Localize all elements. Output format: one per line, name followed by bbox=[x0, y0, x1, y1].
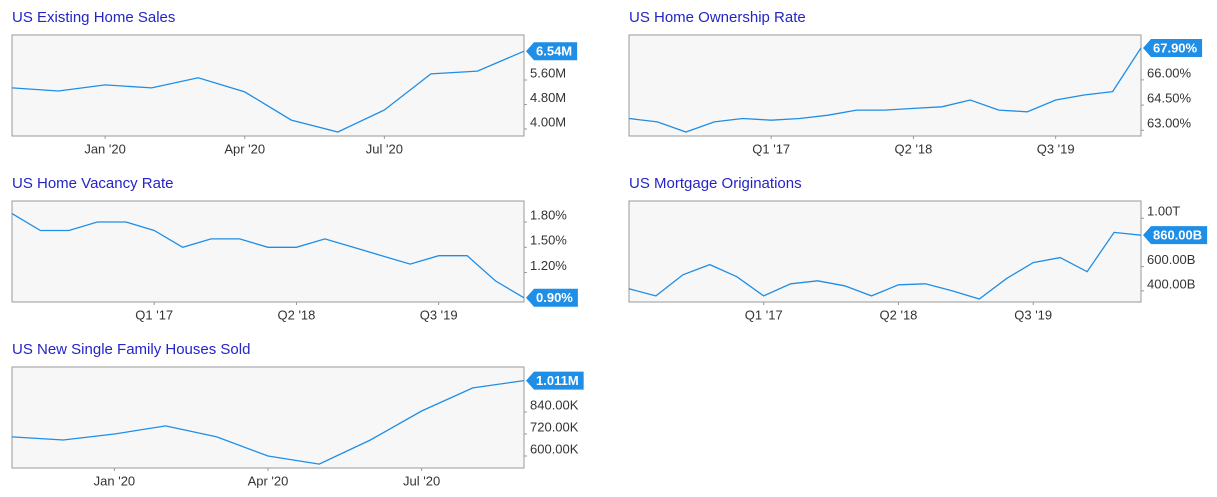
x-tick-label: Q1 '17 bbox=[745, 307, 783, 322]
y-tick-label: 5.60M bbox=[530, 65, 566, 80]
value-badge bbox=[526, 288, 578, 307]
x-tick-label: Q1 '17 bbox=[135, 307, 173, 322]
x-tick-label: Q2 '18 bbox=[277, 307, 315, 322]
x-tick-label: Q3 '19 bbox=[1037, 141, 1075, 156]
y-tick-label: 720.00K bbox=[530, 419, 579, 434]
y-tick-label: 1.80% bbox=[530, 207, 567, 222]
plot-area bbox=[628, 200, 1142, 303]
x-tick-label: Q3 '19 bbox=[1014, 307, 1052, 322]
y-tick-label: 63.00% bbox=[1147, 116, 1192, 131]
y-tick-label: 64.50% bbox=[1147, 91, 1192, 106]
y-tick-label: 840.00K bbox=[530, 397, 579, 412]
y-tick-label: 1.00T bbox=[1147, 204, 1180, 219]
value-badge bbox=[526, 42, 578, 61]
value-badge bbox=[526, 371, 584, 390]
y-tick-label: 4.80M bbox=[530, 90, 566, 105]
plot-area bbox=[11, 366, 525, 469]
chart-title[interactable]: US Mortgage Originations bbox=[629, 175, 802, 192]
value-label: 860.00B bbox=[1153, 228, 1202, 243]
plot-area bbox=[11, 34, 525, 137]
x-tick-label: Jan '20 bbox=[94, 473, 136, 488]
x-tick-label: Apr '20 bbox=[224, 141, 265, 156]
x-tick-label: Jan '20 bbox=[84, 141, 126, 156]
line bbox=[11, 213, 525, 299]
plot-area bbox=[11, 200, 525, 303]
chart-title[interactable]: US Home Vacancy Rate bbox=[12, 175, 173, 192]
x-tick-label: Q2 '18 bbox=[894, 141, 932, 156]
y-tick-label: 4.00M bbox=[530, 114, 566, 129]
x-tick-label: Jul '20 bbox=[403, 473, 440, 488]
chart-title[interactable]: US Existing Home Sales bbox=[12, 9, 175, 26]
x-tick-label: Q2 '18 bbox=[880, 307, 918, 322]
y-tick-label: 600.00K bbox=[530, 441, 579, 456]
value-label: 67.90% bbox=[1153, 40, 1198, 55]
value-badge bbox=[1143, 38, 1203, 57]
x-tick-label: Jul '20 bbox=[366, 141, 403, 156]
plot-area bbox=[628, 34, 1142, 137]
x-tick-label: Q1 '17 bbox=[752, 141, 790, 156]
chart-title[interactable]: US Home Ownership Rate bbox=[629, 9, 806, 26]
x-tick-label: Q3 '19 bbox=[420, 307, 458, 322]
chart-title[interactable]: US New Single Family Houses Sold bbox=[12, 341, 250, 358]
y-tick-label: 1.20% bbox=[530, 258, 567, 273]
value-label: 0.90% bbox=[536, 290, 573, 305]
y-tick-label: 600.00B bbox=[1147, 252, 1195, 267]
y-tick-label: 66.00% bbox=[1147, 65, 1192, 80]
line bbox=[628, 47, 1142, 133]
x-tick-label: Apr '20 bbox=[248, 473, 289, 488]
line bbox=[11, 50, 525, 133]
value-badge bbox=[1143, 226, 1208, 245]
line bbox=[11, 379, 525, 465]
y-tick-label: 1.50% bbox=[530, 233, 567, 248]
line bbox=[628, 231, 1142, 300]
y-tick-label: 400.00B bbox=[1147, 276, 1195, 291]
value-label: 1.011M bbox=[536, 373, 579, 388]
value-label: 6.54M bbox=[536, 44, 572, 59]
